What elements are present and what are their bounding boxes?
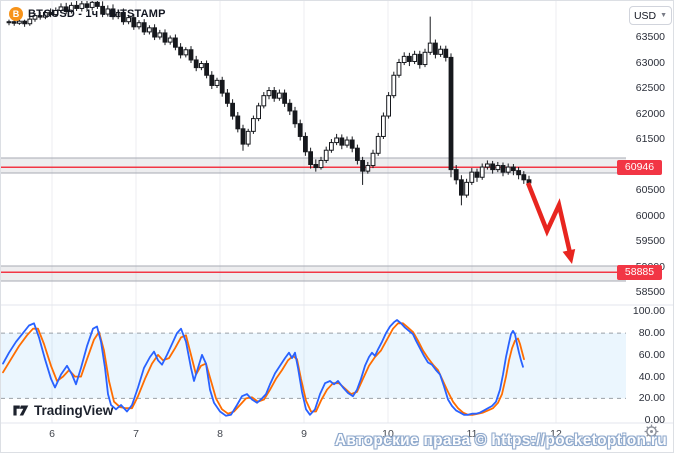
price-tick: 58500 [635, 286, 665, 298]
price-tick: 63500 [635, 31, 665, 43]
price-level-badge: 60946 [617, 159, 662, 175]
time-label: 9 [301, 428, 307, 440]
tradingview-logo-text: TradingView [34, 403, 114, 418]
symbol-legend[interactable]: B BTCUSD - 1ч - BITSTAMP [9, 7, 166, 21]
tradingview-logo[interactable]: TradingView [12, 402, 113, 419]
price-level-zones[interactable] [1, 157, 626, 282]
currency-selector-button[interactable]: USD ▼ [629, 6, 672, 25]
time-label: 6 [49, 428, 55, 440]
chevron-down-icon: ▼ [660, 12, 668, 19]
oscillator-tick: 0.00 [644, 414, 665, 427]
oscillator-tick: 40.00 [638, 370, 665, 383]
copyright-watermark: Авторские права © https://pocketoption.r… [334, 432, 667, 449]
price-level-badge: 58885 [617, 264, 662, 280]
price-tick: 60500 [635, 184, 665, 196]
gridlines [51, 1, 557, 423]
pane-separators [1, 304, 673, 424]
tradingview-logo-icon [13, 405, 29, 416]
price-tick: 59500 [635, 235, 665, 247]
price-tick: 63000 [635, 56, 665, 69]
time-label: 8 [217, 428, 223, 440]
axis-settings-gear-icon[interactable] [644, 424, 659, 444]
currency-label: USD [633, 9, 657, 22]
price-tick: 60000 [635, 209, 665, 222]
price-tick: 61500 [635, 133, 665, 145]
symbol-title: BTCUSD - 1ч - BITSTAMP [28, 8, 166, 20]
price-tick: 62000 [635, 107, 665, 120]
time-label: 11 [466, 428, 478, 440]
stochastic-pane [1, 332, 626, 399]
price-tick: 62500 [635, 82, 665, 94]
time-label: 10 [382, 428, 394, 440]
candlestick-series [6, 1, 532, 206]
bitcoin-icon: B [9, 7, 23, 21]
oscillator-tick: 60.00 [638, 348, 665, 361]
time-label: 12 [550, 428, 562, 440]
oscillator-tick: 80.00 [638, 327, 665, 340]
oscillator-tick: 20.00 [638, 392, 665, 405]
stochastic-lines [2, 319, 525, 417]
oscillator-tick: 100.00 [632, 305, 665, 318]
forecast-arrow[interactable] [525, 182, 576, 264]
time-label: 7 [133, 428, 139, 440]
